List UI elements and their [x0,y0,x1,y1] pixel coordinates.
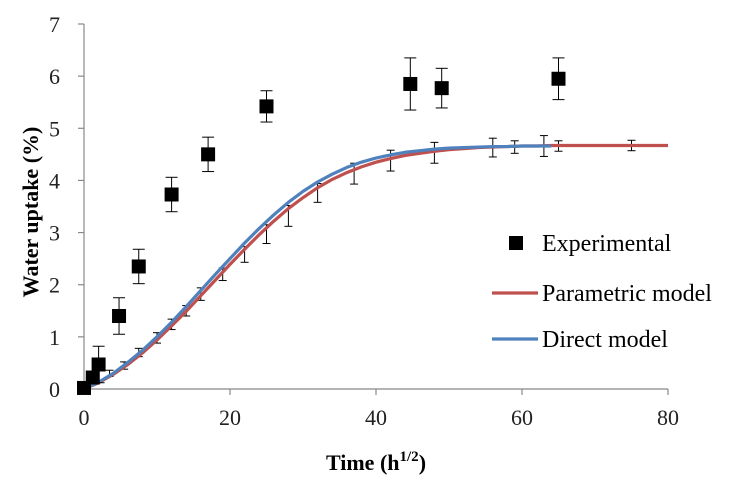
legend-label-experimental: Experimental [542,231,672,257]
x-tick-label: 0 [79,405,90,430]
x-tick-label: 40 [365,405,387,430]
y-tick-label: 1 [49,325,60,350]
x-axis-title: Time (h1/2) [326,449,426,475]
x-axis-title-main: Time (h [326,450,400,475]
axes [78,23,669,395]
x-axis-title-sup: 1/2 [400,449,419,465]
experimental-error-bar [78,57,565,391]
legend-label-parametric-model: Parametric model [542,281,712,307]
experimental-point [91,357,106,372]
experimental-point [403,76,418,91]
x-tick-label: 80 [657,405,679,430]
legend-marker-experimental [509,236,523,250]
x-axis-title-end: ) [419,450,426,475]
y-tick-label: 4 [49,168,60,193]
experimental-point [164,187,179,202]
x-tick-labels: 0 20 40 60 80 [79,405,680,430]
y-tick-label: 6 [49,64,60,89]
y-tick-labels: 0 1 2 3 4 5 6 7 [49,12,60,402]
legend: Experimental Parametric model Direct model [492,231,712,353]
experimental-point [131,259,146,274]
experimental-point [259,99,274,114]
experimental-point [112,309,127,323]
direct-model-line [83,144,552,391]
y-tick-label: 3 [49,221,60,246]
legend-label-direct-model: Direct model [542,327,668,353]
y-tick-label: 2 [49,273,60,298]
x-tick-label: 60 [511,405,533,430]
experimental-point [201,147,216,162]
y-axis-title: Water uptake (%) [18,127,43,298]
experimental-point [85,370,100,385]
experimental-point [551,71,566,86]
experimental-points [77,71,566,395]
y-tick-label: 7 [49,12,60,37]
x-tick-label: 20 [219,405,241,430]
experimental-point [434,81,449,96]
parametric-model-line [83,143,668,391]
series-layer [77,57,668,395]
y-tick-label: 0 [49,377,60,402]
y-tick-label: 5 [49,116,60,141]
